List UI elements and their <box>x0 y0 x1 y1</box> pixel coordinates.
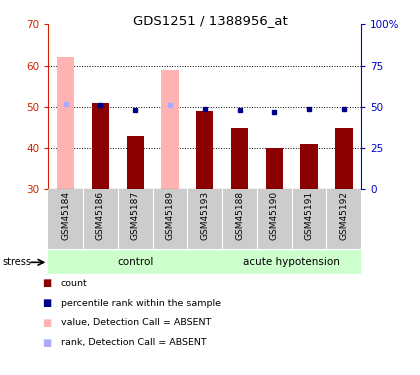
Text: count: count <box>61 279 88 288</box>
Text: GDS1251 / 1388956_at: GDS1251 / 1388956_at <box>133 14 287 27</box>
Text: ■: ■ <box>42 318 51 328</box>
Bar <box>92 103 109 189</box>
Text: GSM45187: GSM45187 <box>131 191 140 240</box>
Bar <box>326 189 361 249</box>
Bar <box>118 189 152 249</box>
Bar <box>222 251 361 273</box>
Text: percentile rank within the sample: percentile rank within the sample <box>61 298 221 307</box>
Bar <box>222 189 257 249</box>
Bar <box>57 57 74 189</box>
Text: GSM45184: GSM45184 <box>61 191 70 240</box>
Text: GSM45186: GSM45186 <box>96 191 105 240</box>
Text: ■: ■ <box>42 298 51 308</box>
Bar <box>265 148 283 189</box>
Bar <box>300 144 318 189</box>
Bar <box>291 189 326 249</box>
Bar <box>161 70 178 189</box>
Text: GSM45190: GSM45190 <box>270 191 279 240</box>
Text: acute hypotension: acute hypotension <box>243 257 340 267</box>
Bar <box>335 128 352 189</box>
Text: GSM45193: GSM45193 <box>200 191 209 240</box>
Text: ■: ■ <box>42 278 51 288</box>
Bar <box>196 111 213 189</box>
Bar <box>152 189 187 249</box>
Bar <box>257 189 291 249</box>
Text: GSM45189: GSM45189 <box>165 191 174 240</box>
Text: rank, Detection Call = ABSENT: rank, Detection Call = ABSENT <box>61 338 207 347</box>
Bar <box>231 128 248 189</box>
Text: ■: ■ <box>42 338 51 348</box>
Bar <box>83 189 118 249</box>
Bar <box>48 251 222 273</box>
Text: stress: stress <box>2 257 31 267</box>
Text: GSM45188: GSM45188 <box>235 191 244 240</box>
Bar <box>187 189 222 249</box>
Bar <box>126 136 144 189</box>
Text: value, Detection Call = ABSENT: value, Detection Call = ABSENT <box>61 318 211 327</box>
Text: GSM45191: GSM45191 <box>304 191 314 240</box>
Text: control: control <box>117 257 153 267</box>
Bar <box>48 189 83 249</box>
Text: GSM45192: GSM45192 <box>339 191 348 240</box>
